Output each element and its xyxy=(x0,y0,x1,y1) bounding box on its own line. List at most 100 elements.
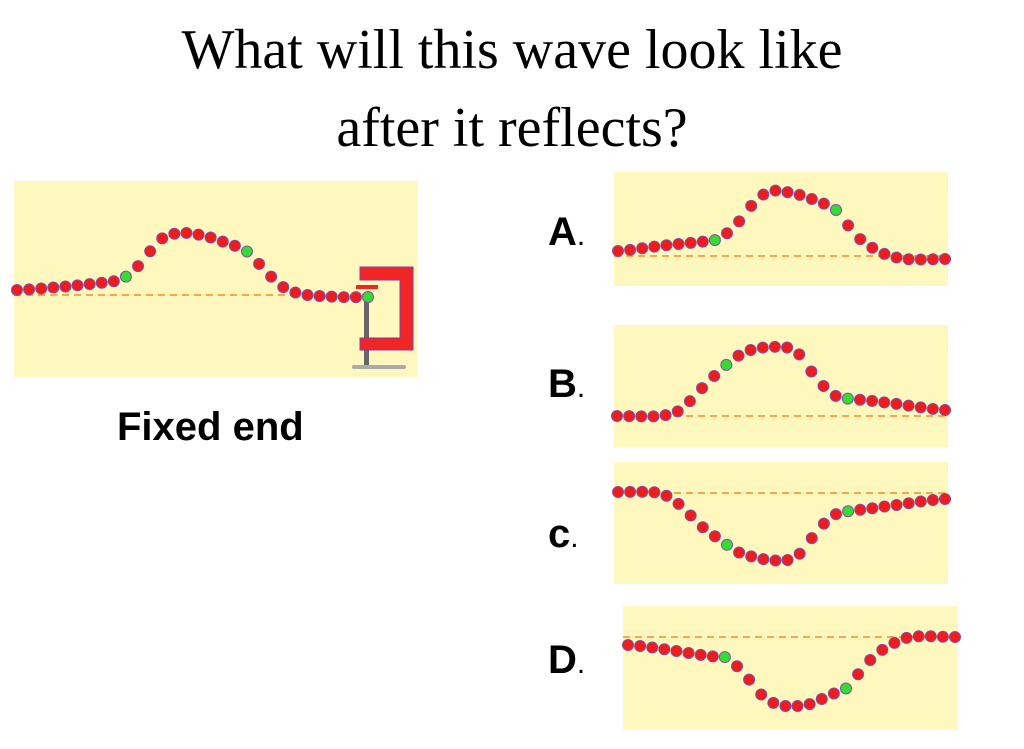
option-d-bead xyxy=(694,648,707,661)
option-c-bead xyxy=(830,508,842,521)
option-b-bead xyxy=(866,394,879,407)
option-a-bead xyxy=(696,235,709,248)
option-b-bead xyxy=(611,410,623,422)
main-bead xyxy=(349,291,362,304)
option-d-bead xyxy=(852,668,865,681)
option-a-bead xyxy=(878,247,891,260)
main-bead xyxy=(180,226,193,239)
option-d-bead xyxy=(827,687,840,700)
option-c-bead xyxy=(636,485,649,498)
main-bead xyxy=(228,239,241,252)
main-marker-bead xyxy=(119,270,132,283)
main-bead xyxy=(313,290,326,303)
option-d-bead xyxy=(670,644,683,657)
main-bead xyxy=(35,282,48,295)
option-b-bead xyxy=(671,405,684,418)
option-b-bead xyxy=(793,348,806,361)
option-a-bead xyxy=(733,215,746,228)
fixed-end-label: Fixed end xyxy=(117,405,304,449)
option-d-bead xyxy=(622,639,634,651)
option-a-bead xyxy=(866,241,879,254)
option-d-bead xyxy=(815,692,828,705)
option-c-bead xyxy=(805,532,818,545)
main-bead xyxy=(107,275,120,288)
option-a-bead xyxy=(793,188,806,201)
option-c-marker-bead xyxy=(842,505,855,518)
option-a-label: A. xyxy=(548,210,586,254)
option-a-bead xyxy=(914,253,927,266)
option-a-bead xyxy=(648,240,661,253)
main-bead xyxy=(216,235,229,248)
option-a-bead xyxy=(781,186,794,199)
option-d-bead xyxy=(682,646,695,659)
option-d-bead xyxy=(936,630,949,643)
option-a-marker-bead xyxy=(830,203,842,216)
option-c-bead xyxy=(757,553,770,566)
option-b-bead xyxy=(914,401,927,414)
main-wave-panel xyxy=(14,181,418,377)
main-bead xyxy=(71,279,84,292)
main-bead xyxy=(204,231,217,244)
option-c-bead xyxy=(914,495,927,508)
option-a-bead xyxy=(842,219,855,232)
option-a-bead xyxy=(902,253,915,266)
main-bead xyxy=(325,290,338,303)
main-bead xyxy=(265,270,278,283)
option-c-bead xyxy=(733,546,746,559)
option-c-bead xyxy=(902,497,915,510)
option-c-bead xyxy=(866,502,879,515)
option-c-bead xyxy=(878,500,891,513)
main-bead xyxy=(253,257,266,270)
option-d-panel xyxy=(623,606,958,730)
option-d-bead xyxy=(767,696,780,709)
option-b-bead xyxy=(708,369,721,382)
option-d-marker-bead xyxy=(840,682,852,695)
main-bead xyxy=(83,278,96,291)
option-b-bead xyxy=(659,409,672,422)
option-b-bead xyxy=(768,340,781,353)
title-line-1: What will this wave look like xyxy=(181,19,843,81)
option-c-bead xyxy=(890,498,903,511)
option-c-label: c. xyxy=(548,512,579,556)
option-c-bead xyxy=(624,485,637,498)
option-b-bead xyxy=(926,402,939,415)
main-bead xyxy=(144,245,157,258)
option-b-bead xyxy=(696,382,709,395)
option-a-bead xyxy=(805,192,818,205)
option-b-bead xyxy=(647,410,660,423)
main-bead xyxy=(59,280,72,293)
main-bead xyxy=(168,227,181,240)
option-c-bead xyxy=(939,493,951,505)
option-c-panel xyxy=(614,462,948,584)
option-c-bead xyxy=(793,547,806,560)
main-bead xyxy=(132,260,145,273)
option-d-bead xyxy=(949,631,961,643)
option-a-bead xyxy=(612,245,624,257)
option-b-marker-bead xyxy=(841,392,854,405)
option-a-bead xyxy=(757,188,770,201)
option-b-bead xyxy=(623,410,636,423)
option-b-label: B. xyxy=(548,362,586,406)
option-d-bead xyxy=(876,643,889,656)
option-b-marker-bead xyxy=(720,358,733,371)
option-b-bead xyxy=(890,397,903,410)
main-bead xyxy=(301,288,314,301)
option-b-bead xyxy=(781,341,794,354)
option-b-bead xyxy=(878,396,891,409)
main-marker-bead xyxy=(240,245,253,258)
main-bead xyxy=(156,232,169,245)
main-bead xyxy=(289,286,302,299)
option-b-bead xyxy=(805,365,818,378)
option-d-bead xyxy=(731,660,743,673)
option-c-bead xyxy=(708,530,721,543)
option-d-bead xyxy=(791,700,804,713)
option-a-bead xyxy=(721,227,733,240)
option-a-bead xyxy=(890,251,903,264)
option-c-bead xyxy=(672,497,685,510)
option-b-bead xyxy=(732,349,745,362)
main-bead xyxy=(95,276,108,289)
option-d-marker-bead xyxy=(718,651,731,664)
option-c-bead xyxy=(817,517,830,530)
option-c-marker-bead xyxy=(721,538,733,551)
option-b-bead xyxy=(829,389,842,402)
